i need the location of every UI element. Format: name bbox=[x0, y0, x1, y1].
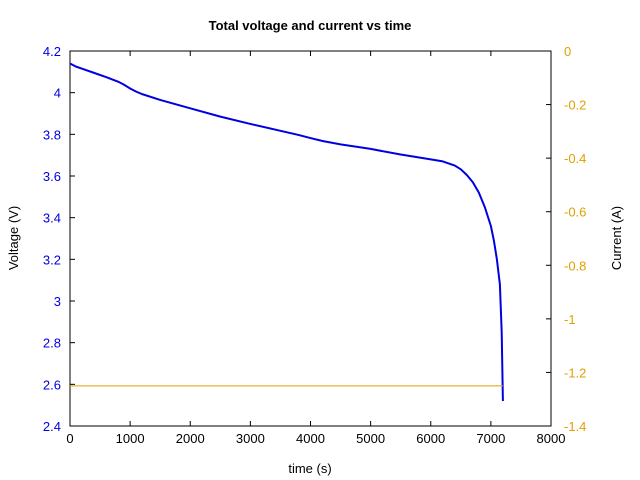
y-tick-label-right: 0 bbox=[564, 44, 571, 59]
x-tick-label: 7000 bbox=[476, 431, 505, 446]
plot-frame bbox=[69, 50, 552, 427]
x-tick-label: 6000 bbox=[416, 431, 445, 446]
ticks-layer: 0 1000 2000 3000 4000 5000 6000 7000 8000 2.4 2.6 2… bbox=[43, 44, 586, 446]
y-tick-label-right: -0.4 bbox=[564, 151, 586, 166]
y-axis-label-left: Voltage (V) bbox=[6, 206, 21, 270]
y-tick-label-left: 2.8 bbox=[43, 336, 61, 351]
x-axis-label: time (s) bbox=[288, 461, 331, 476]
voltage-series-line bbox=[69, 62, 504, 402]
x-tick-label: 5000 bbox=[356, 431, 385, 446]
y-axis-label-right: Current (A) bbox=[609, 206, 624, 270]
y-tick-label-left: 4 bbox=[54, 86, 61, 101]
y-tick-label-right: -0.2 bbox=[564, 98, 586, 113]
chart-title: Total voltage and current vs time bbox=[209, 18, 412, 33]
x-tick-label: 4000 bbox=[296, 431, 325, 446]
y-tick-label-right: -1.2 bbox=[564, 365, 586, 380]
y-tick-label-right: -1.4 bbox=[564, 419, 586, 434]
x-tick-label: 3000 bbox=[236, 431, 265, 446]
y-tick-label-left: 2.6 bbox=[43, 377, 61, 392]
x-tick-label: 8000 bbox=[537, 431, 566, 446]
x-tick-label: 1000 bbox=[116, 431, 145, 446]
y-tick-label-right: -0.8 bbox=[564, 258, 586, 273]
y-tick-label-right: -0.6 bbox=[564, 205, 586, 220]
x-tick-label: 2000 bbox=[176, 431, 205, 446]
y-tick-label-left: 3 bbox=[54, 294, 61, 309]
y-tick-label-left: 4.2 bbox=[43, 44, 61, 59]
y-tick-label-right: -1 bbox=[564, 312, 576, 327]
y-tick-label-left: 2.4 bbox=[43, 419, 61, 434]
y-tick-label-left: 3.4 bbox=[43, 211, 61, 226]
x-tick-label: 0 bbox=[66, 431, 73, 446]
y-tick-label-left: 3.2 bbox=[43, 252, 61, 267]
series-layer bbox=[69, 62, 504, 402]
y-tick-label-left: 3.6 bbox=[43, 169, 61, 184]
y-tick-label-left: 3.8 bbox=[43, 127, 61, 142]
